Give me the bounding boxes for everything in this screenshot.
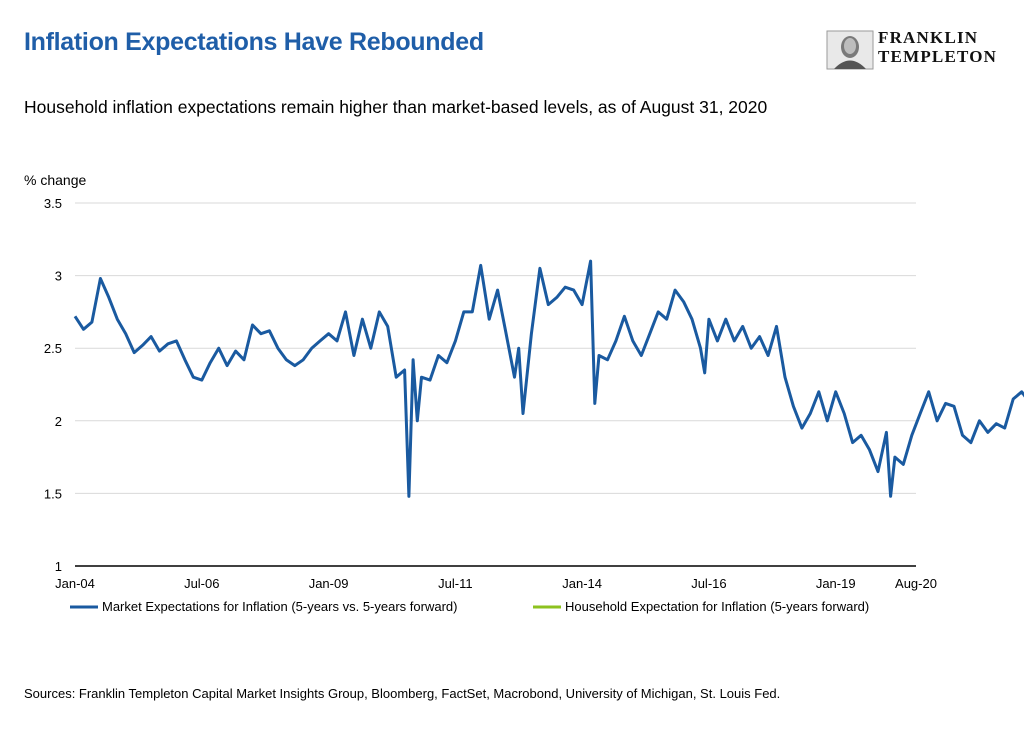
y-axis-ticks: 1 1.5 2 2.5 3 3.5 bbox=[44, 196, 62, 574]
chart-subtitle: Household inflation expectations remain … bbox=[24, 97, 768, 117]
y-tick-label: 1 bbox=[55, 559, 62, 574]
x-tick-label: Jul-11 bbox=[438, 576, 472, 591]
line-chart: % change 1 1.5 2 2.5 3 3.5 Jan-04 Jul-06 Jan-09… bbox=[24, 172, 1024, 614]
x-tick-label: Jul-06 bbox=[184, 576, 219, 591]
x-tick-label: Jan-14 bbox=[562, 576, 602, 591]
sources-note: Sources: Franklin Templeton Capital Mark… bbox=[24, 686, 781, 701]
y-tick-label: 1.5 bbox=[44, 486, 62, 501]
benjamin-franklin-portrait-icon bbox=[826, 30, 874, 70]
grid bbox=[75, 202, 916, 567]
x-axis-ticks: Jan-04 Jul-06 Jan-09 Jul-11 Jan-14 Jul-16 Jan-… bbox=[55, 576, 937, 591]
y-tick-label: 2.5 bbox=[44, 341, 62, 356]
x-tick-label: Jan-04 bbox=[55, 576, 95, 591]
y-tick-label: 3 bbox=[55, 269, 62, 284]
logo-line-1: FRANKLIN bbox=[878, 28, 979, 47]
legend-label: Household Expectation for Inflation (5-y… bbox=[565, 599, 869, 614]
y-tick-label: 3.5 bbox=[44, 196, 62, 211]
x-tick-label: Jan-19 bbox=[816, 576, 856, 591]
x-tick-label: Jan-09 bbox=[309, 576, 349, 591]
chart-title: Inflation Expectations Have Rebounded bbox=[24, 28, 484, 56]
legend: Market Expectations for Inflation (5-yea… bbox=[70, 599, 869, 614]
franklin-templeton-logo: FRANKLIN TEMPLETON bbox=[826, 28, 1006, 72]
logo-line-2: TEMPLETON bbox=[878, 47, 998, 66]
legend-label: Market Expectations for Inflation (5-yea… bbox=[102, 599, 457, 614]
series-lines bbox=[73, 259, 1024, 498]
x-tick-label: Jul-16 bbox=[691, 576, 726, 591]
y-tick-label: 2 bbox=[55, 414, 62, 429]
y-axis-label: % change bbox=[24, 172, 86, 188]
x-tick-label: Aug-20 bbox=[895, 576, 937, 591]
series-line-market bbox=[73, 259, 1024, 498]
